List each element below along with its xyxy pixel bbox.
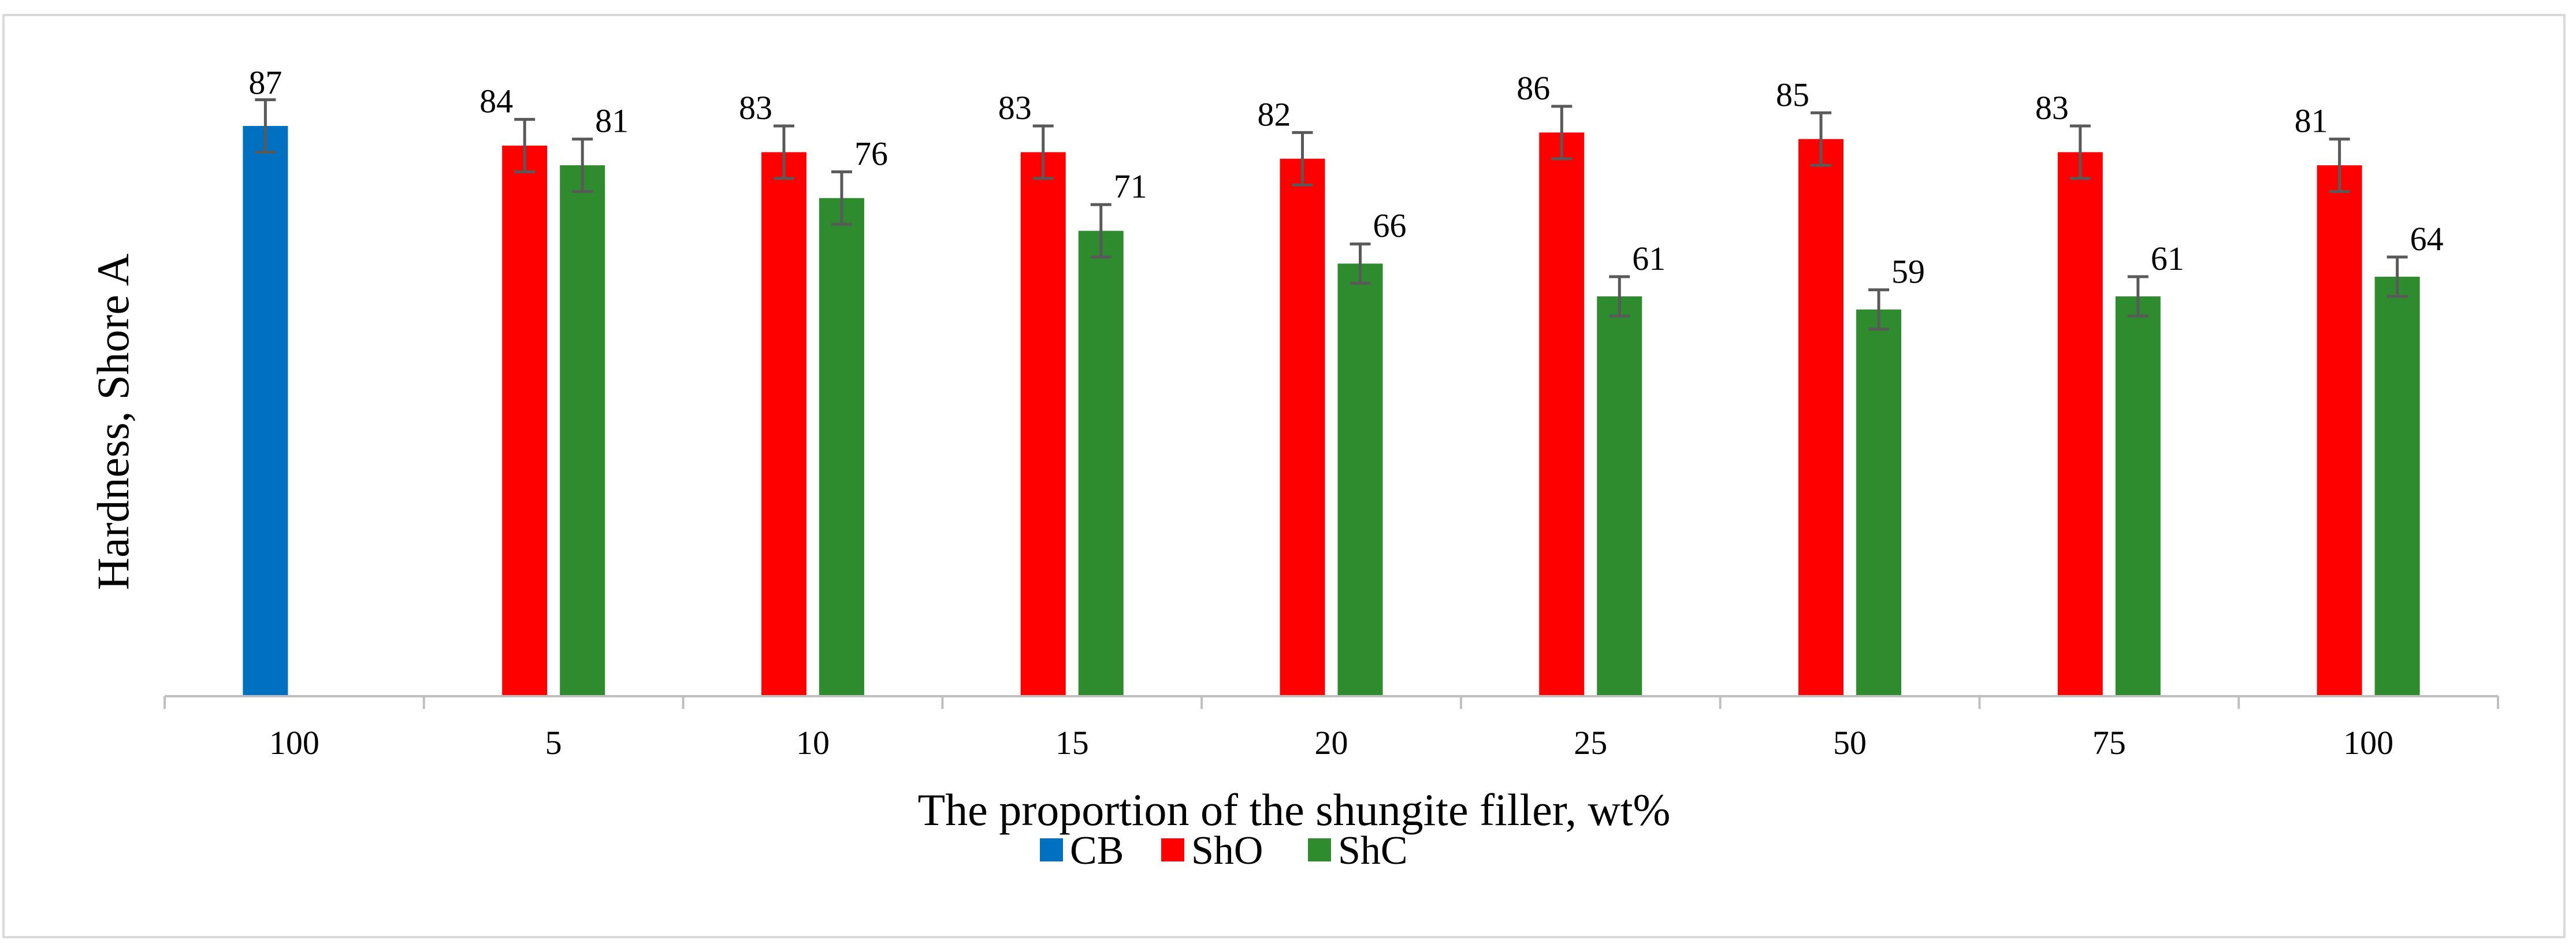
legend-label-cb: CB (1070, 829, 1124, 873)
data-label-shc: 64 (2410, 220, 2444, 258)
legend-swatch-shc (1308, 838, 1331, 861)
bar-sho (1020, 152, 1066, 697)
data-label-shc: 59 (1891, 253, 1925, 291)
y-axis-title: Hardness, Shore A (88, 254, 138, 590)
bar-sho (2057, 152, 2103, 697)
data-label-sho: 85 (1776, 76, 1809, 113)
data-label-sho: 83 (998, 89, 1032, 127)
bar-shc (1337, 263, 1383, 696)
data-label-sho: 86 (1516, 69, 1550, 107)
data-label-cb: 87 (248, 64, 282, 102)
legend-swatch-cb (1040, 838, 1063, 861)
data-label-shc: 81 (595, 102, 629, 140)
data-label-sho: 83 (739, 89, 772, 127)
x-tick-label: 50 (1833, 724, 1867, 761)
error-bars-layer (255, 98, 2408, 331)
x-tick-label: 15 (1055, 724, 1089, 761)
bars-layer (243, 126, 2420, 697)
data-label-shc: 66 (1373, 207, 1407, 244)
legend: CB ShO ShC (1040, 829, 1408, 873)
x-tick-label: 75 (2092, 724, 2126, 761)
bar-sho (1280, 158, 1325, 697)
bar-shc (2374, 276, 2420, 696)
bar-shc (819, 198, 864, 696)
bar-shc (1856, 309, 1902, 696)
x-tick-label: 10 (796, 724, 830, 761)
data-label-shc: 71 (1114, 168, 1147, 205)
data-label-sho: 84 (479, 83, 513, 120)
data-labels-layer: 87 84 81 83 76 83 71 82 66 86 61 85 59 83 61 81 64 (248, 64, 2443, 291)
x-tick-label: 20 (1315, 724, 1348, 761)
bar-shc (1597, 296, 1642, 696)
bar-sho (761, 152, 806, 697)
bar-sho (502, 146, 548, 696)
bar-sho (1539, 132, 1585, 696)
data-label-sho: 81 (2295, 102, 2328, 140)
data-label-sho: 82 (1258, 95, 1291, 133)
data-label-shc: 61 (1632, 240, 1666, 277)
x-axis: 100 5 10 15 20 25 50 75 100 (163, 695, 2499, 761)
bar-sho (1798, 139, 1844, 697)
legend-swatch-sho (1161, 838, 1184, 861)
bar-shc (2115, 296, 2161, 696)
bar-shc (1078, 231, 1124, 697)
data-label-shc: 76 (854, 135, 888, 172)
legend-label-shc: ShC (1338, 829, 1408, 873)
x-tick-label: 100 (2343, 724, 2393, 761)
legend-label-sho: ShO (1191, 829, 1263, 873)
x-axis-title: The proportion of the shungite filler, w… (917, 785, 1670, 835)
bar-sho (2317, 165, 2362, 696)
x-tick-label: 100 (269, 724, 319, 761)
x-tick-label: 5 (545, 724, 562, 761)
data-label-shc: 61 (2151, 240, 2184, 277)
bar-shc (560, 165, 605, 696)
data-label-sho: 83 (2035, 89, 2069, 127)
bar-cb (243, 126, 288, 696)
x-tick-label: 25 (1574, 724, 1607, 761)
